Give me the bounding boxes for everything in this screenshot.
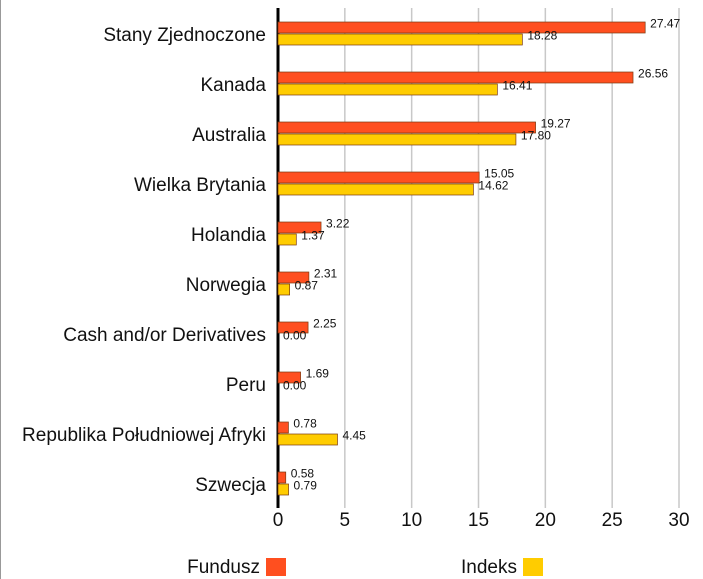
legend-label: Indeks: [461, 557, 517, 578]
value-label: 26.56: [638, 67, 668, 81]
bar: [277, 133, 517, 146]
legend-label: Fundusz: [187, 557, 260, 578]
x-tick-label: 20: [535, 510, 556, 531]
category-label: Wielka Brytania: [134, 175, 266, 196]
value-label: 14.62: [478, 179, 508, 193]
bar: [277, 183, 474, 196]
legend-swatch: [523, 558, 543, 576]
bar: [277, 83, 498, 96]
category-label: Norwegia: [185, 275, 266, 296]
bar: [277, 471, 287, 484]
value-label: 0.79: [294, 479, 318, 493]
bar: [277, 21, 646, 34]
bar: [277, 171, 480, 184]
value-label: 1.37: [301, 229, 325, 243]
category-label: Szwecja: [195, 475, 266, 496]
value-label: 2.31: [314, 267, 338, 281]
category-label: Kanada: [200, 75, 266, 96]
bar: [277, 271, 310, 284]
category-label: Holandia: [191, 225, 266, 246]
category-label: Australia: [192, 125, 266, 146]
bar: [277, 71, 634, 84]
value-label: 27.47: [650, 17, 680, 31]
bar: [277, 433, 338, 446]
bar: [277, 321, 309, 334]
bar: [277, 283, 290, 296]
x-tick-label: 10: [401, 510, 422, 531]
value-label: 0.78: [293, 417, 317, 431]
bar: [277, 371, 301, 384]
category-label: Cash and/or Derivatives: [63, 325, 266, 346]
value-label: 16.41: [502, 79, 532, 93]
bar: [277, 233, 297, 246]
bar: [277, 33, 523, 46]
legend-swatch: [266, 558, 286, 576]
value-label: 3.22: [326, 217, 350, 231]
value-label: 17.80: [521, 129, 551, 143]
x-tick-label: 25: [602, 510, 623, 531]
bar: [277, 121, 536, 134]
bar: [277, 221, 322, 234]
value-label: 0.00: [283, 379, 307, 393]
category-label: Republika Południowej Afryki: [22, 425, 266, 446]
category-label: Stany Zjednoczone: [103, 25, 266, 46]
x-tick-label: 30: [668, 510, 689, 531]
x-tick-label: 5: [340, 510, 351, 531]
value-label: 0.58: [291, 467, 315, 481]
value-label: 19.27: [541, 117, 571, 131]
value-label: 15.05: [484, 167, 514, 181]
bar: [277, 483, 289, 496]
value-label: 0.00: [283, 329, 307, 343]
bar: [277, 421, 289, 434]
value-label: 1.69: [306, 367, 330, 381]
x-tick-label: 15: [468, 510, 489, 531]
x-tick-label: 0: [273, 510, 284, 531]
value-label: 2.25: [313, 317, 337, 331]
category-label: Peru: [225, 375, 266, 396]
value-label: 0.87: [295, 279, 319, 293]
value-label: 4.45: [342, 429, 366, 443]
value-label: 18.28: [527, 29, 557, 43]
